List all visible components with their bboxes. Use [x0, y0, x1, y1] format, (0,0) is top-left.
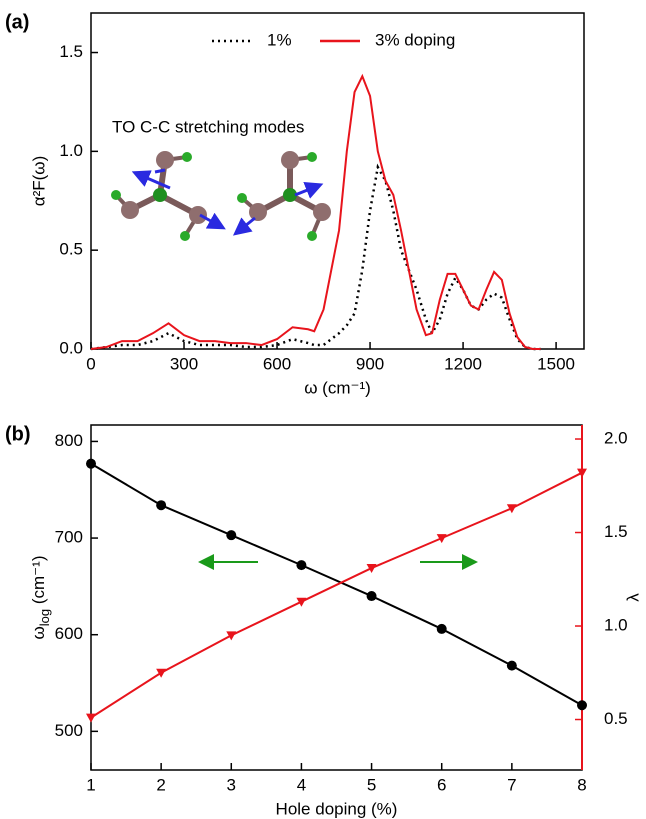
y2-tick-label: 0.5 [604, 709, 628, 728]
data-point [577, 468, 587, 478]
data-point [226, 631, 237, 641]
x-axis-label: Hole doping (%) [276, 799, 398, 818]
x-tick-label: 1200 [444, 354, 482, 373]
x-tick-label: 300 [170, 354, 198, 373]
data-point [506, 660, 517, 671]
y-tick-label: 1.5 [59, 42, 83, 61]
panel-label: (a) [5, 11, 29, 33]
x-axis-label: ω (cm⁻¹) [304, 378, 371, 397]
x-tick-label: 1500 [537, 354, 575, 373]
data-point [86, 458, 96, 469]
data-point [296, 560, 307, 571]
series-line [90, 73, 541, 350]
x-tick-label: 6 [437, 775, 446, 794]
data-point [577, 700, 587, 711]
y-tick-label: 800 [55, 431, 83, 450]
y2-tick-label: 1.5 [604, 522, 628, 541]
series-line [90, 471, 583, 719]
annotation: TO C-C stretching modes [112, 117, 304, 136]
legend-label: 3% doping [375, 30, 455, 49]
x-tick-label: 600 [263, 354, 291, 373]
y-tick-label: 1.0 [59, 141, 83, 160]
y-axis-label-part: (cm⁻¹) [29, 556, 48, 609]
x-tick-label: 7 [507, 775, 516, 794]
data-point [226, 530, 237, 541]
series-line [90, 462, 583, 707]
series-line [90, 163, 541, 351]
y2-tick-label: 2.0 [604, 429, 628, 448]
y-tick-label: 600 [55, 624, 83, 643]
x-tick-label: 3 [227, 775, 236, 794]
y-tick-label: 0.0 [59, 338, 83, 357]
x-tick-label: 5 [367, 775, 376, 794]
x-tick-label: 2 [156, 775, 165, 794]
x-tick-label: 1 [86, 775, 95, 794]
panel-label: (b) [5, 423, 31, 445]
data-point [436, 534, 447, 544]
y-axis-label-part: log [37, 609, 52, 626]
plot-frame [90, 424, 583, 771]
y-tick-label: 0.5 [59, 240, 83, 259]
data-point [156, 668, 167, 678]
x-tick-label: 4 [297, 775, 306, 794]
data-point [156, 500, 167, 511]
data-point [86, 713, 96, 723]
y2-axis-label: λ [623, 593, 642, 602]
legend-label: 1% [267, 30, 292, 49]
y-axis-label-part: ω [29, 626, 48, 639]
data-point [366, 591, 377, 602]
data-point [366, 564, 377, 574]
y2-tick-label: 1.0 [604, 616, 628, 635]
data-point [506, 504, 517, 514]
y-axis-label: ωlog (cm⁻¹) [29, 556, 52, 640]
molecule-illustration [111, 151, 331, 241]
y-tick-label: 700 [55, 528, 83, 547]
x-tick-label: 8 [577, 775, 586, 794]
data-point [436, 623, 447, 634]
x-tick-label: 0 [86, 354, 95, 373]
plot-frame [90, 12, 585, 350]
y-axis-label: α²F(ω) [29, 156, 48, 206]
x-tick-label: 900 [356, 354, 384, 373]
data-point [296, 597, 307, 607]
y-tick-label: 500 [55, 721, 83, 740]
